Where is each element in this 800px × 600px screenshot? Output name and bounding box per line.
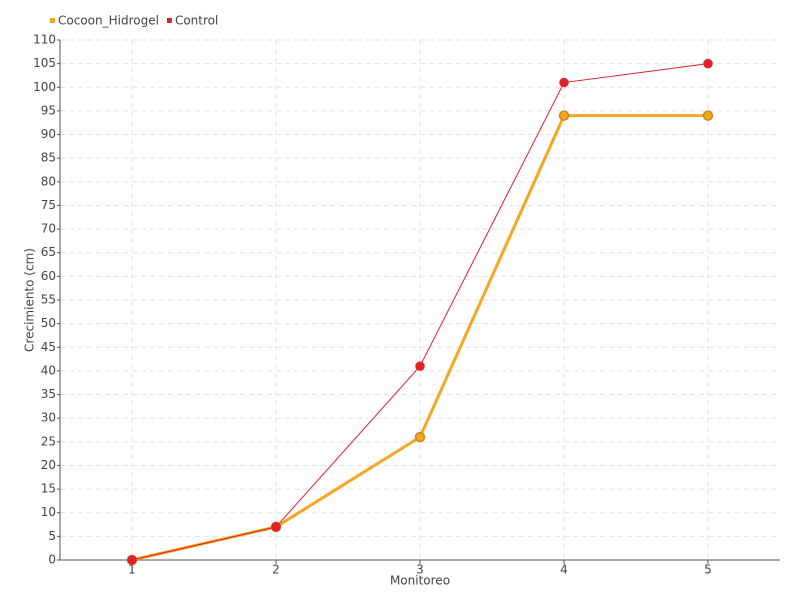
y-tick-label: 50 <box>41 316 56 330</box>
x-axis-label: Monitoreo <box>390 574 450 588</box>
y-tick-label: 5 <box>48 529 56 543</box>
y-tick-label: 0 <box>48 553 56 567</box>
y-tick-label: 45 <box>41 340 56 354</box>
y-tick-label: 55 <box>41 293 56 307</box>
y-tick-label: 70 <box>41 222 56 236</box>
y-tick-label: 25 <box>41 434 56 448</box>
y-tick-label: 100 <box>33 80 56 94</box>
data-point <box>414 431 426 443</box>
x-tick-label: 3 <box>416 563 424 577</box>
y-tick-label: 30 <box>41 411 56 425</box>
y-tick-label: 90 <box>41 127 56 141</box>
data-point <box>559 77 569 88</box>
data-point <box>558 110 570 121</box>
data-point <box>271 522 281 532</box>
y-tick-label: 110 <box>33 33 56 47</box>
legend-swatch <box>50 18 55 23</box>
y-tick-label: 80 <box>41 174 56 188</box>
y-axis-label: Crecimiento (cm) <box>23 248 37 352</box>
y-tick-label: 105 <box>33 56 56 70</box>
data-point <box>415 361 425 371</box>
legend-label: Control <box>175 14 218 28</box>
y-tick-label: 40 <box>41 363 56 377</box>
data-point <box>703 58 713 69</box>
legend-swatch <box>166 18 172 23</box>
y-tick-label: 60 <box>41 269 56 283</box>
y-tick-label: 35 <box>41 387 56 401</box>
x-tick-label: 4 <box>560 563 568 577</box>
x-tick-label: 1 <box>128 563 136 577</box>
y-tick-label: 75 <box>41 198 56 212</box>
x-tick-label: 5 <box>704 563 712 577</box>
y-tick-label: 10 <box>41 505 56 519</box>
data-point <box>702 110 714 121</box>
data-point <box>127 555 137 565</box>
y-tick-label: 20 <box>41 458 56 472</box>
y-tick-label: 95 <box>41 103 56 117</box>
y-tick-label: 65 <box>41 245 56 259</box>
legend-label: Cocoon_Hidrogel <box>58 14 159 28</box>
y-tick-label: 15 <box>41 482 56 496</box>
x-tick-label: 2 <box>272 563 280 577</box>
y-tick-label: 85 <box>41 151 56 165</box>
